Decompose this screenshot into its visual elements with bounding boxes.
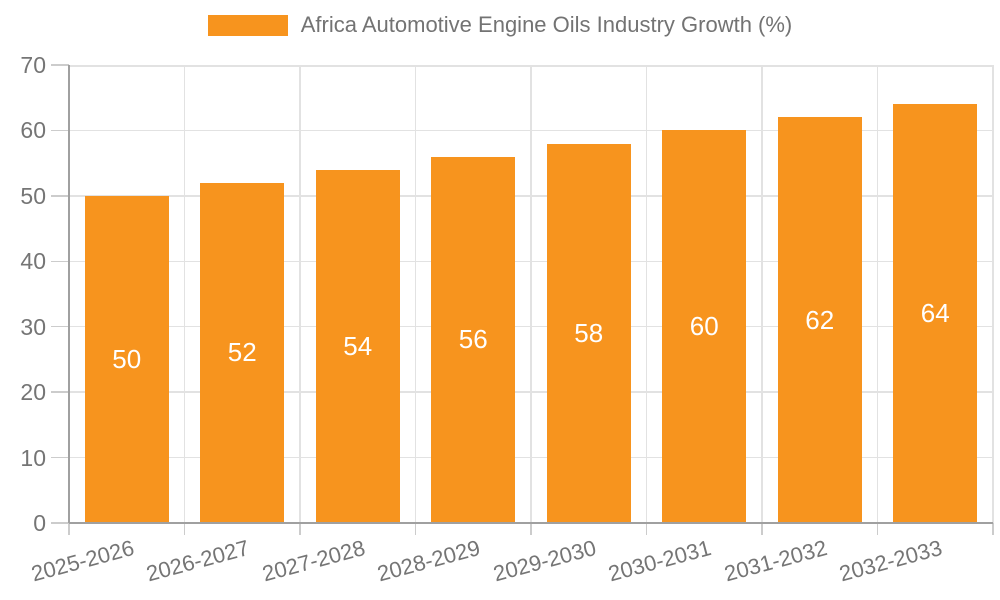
bar[interactable]: 60: [662, 130, 747, 523]
y-axis-tick-label: 30: [20, 313, 46, 340]
x-axis-tick-label: 2027-2028: [259, 535, 368, 587]
bar-value-label: 64: [920, 298, 950, 329]
gridline-vertical: [992, 65, 994, 523]
y-axis-tick: [51, 260, 69, 263]
x-axis-tick: [68, 523, 70, 535]
y-axis-tick-label: 10: [20, 444, 46, 471]
bar-value-label: 60: [689, 311, 719, 342]
y-axis-tick: [51, 522, 69, 524]
x-axis-tick-label: 2026-2027: [143, 535, 252, 587]
gridline-vertical: [645, 65, 648, 523]
x-axis-tick: [299, 523, 301, 535]
bar[interactable]: 58: [546, 143, 631, 523]
gridline-vertical: [414, 65, 417, 523]
x-axis-tick: [530, 523, 532, 535]
y-axis-tick: [51, 64, 69, 66]
bar-value-label: 54: [343, 330, 373, 361]
x-axis-line: [69, 521, 993, 524]
bar[interactable]: 50: [84, 195, 169, 523]
bar[interactable]: 62: [777, 117, 862, 523]
gridline-vertical: [530, 65, 532, 523]
bar-value-label: 52: [227, 337, 257, 368]
x-axis-tick: [761, 523, 763, 535]
legend-swatch: [207, 14, 288, 36]
gridline-vertical: [299, 65, 301, 523]
x-axis-tick-label: 2029-2030: [490, 535, 599, 587]
y-axis-tick-label: 40: [20, 248, 46, 275]
y-axis-tick-label: 70: [20, 52, 46, 78]
x-axis-tick: [414, 523, 417, 535]
y-axis-line: [68, 65, 70, 523]
x-axis-tick: [183, 523, 186, 535]
x-axis-tick: [876, 523, 879, 535]
legend[interactable]: Africa Automotive Engine Oils Industry G…: [0, 12, 1000, 38]
x-axis-tick-label: 2032-2033: [836, 535, 945, 587]
bar-value-label: 56: [458, 324, 488, 355]
bar[interactable]: 64: [893, 104, 978, 523]
gridline-vertical: [761, 65, 763, 523]
x-axis-tick-label: 2031-2032: [721, 535, 830, 587]
bar-value-label: 58: [574, 317, 604, 348]
gridline-vertical: [183, 65, 186, 523]
bar[interactable]: 54: [315, 169, 400, 523]
x-axis-tick-label: 2025-2026: [28, 535, 137, 587]
y-axis-tick: [51, 129, 69, 132]
y-axis-tick-label: 20: [20, 379, 46, 406]
y-axis-tick: [51, 456, 69, 459]
y-axis-tick-label: 0: [33, 510, 46, 536]
x-axis-tick-label: 2030-2031: [605, 535, 714, 587]
x-axis-tick: [645, 523, 648, 535]
y-axis-tick-label: 50: [20, 182, 46, 209]
x-axis-tick: [992, 523, 994, 535]
y-axis-tick: [51, 195, 69, 197]
bar-value-label: 62: [805, 304, 835, 335]
bar-value-label: 50: [112, 343, 142, 374]
x-axis-tick-label: 2028-2029: [374, 535, 483, 587]
gridline-vertical: [876, 65, 879, 523]
plot-area: 50 52 54 56 58 60 62 64: [69, 65, 994, 523]
bar[interactable]: 52: [200, 182, 285, 523]
y-axis-tick-label: 60: [20, 117, 46, 144]
legend-label: Africa Automotive Engine Oils Industry G…: [300, 12, 793, 37]
y-axis-tick: [51, 325, 69, 328]
bar[interactable]: 56: [431, 156, 516, 523]
y-axis-tick: [51, 391, 69, 393]
